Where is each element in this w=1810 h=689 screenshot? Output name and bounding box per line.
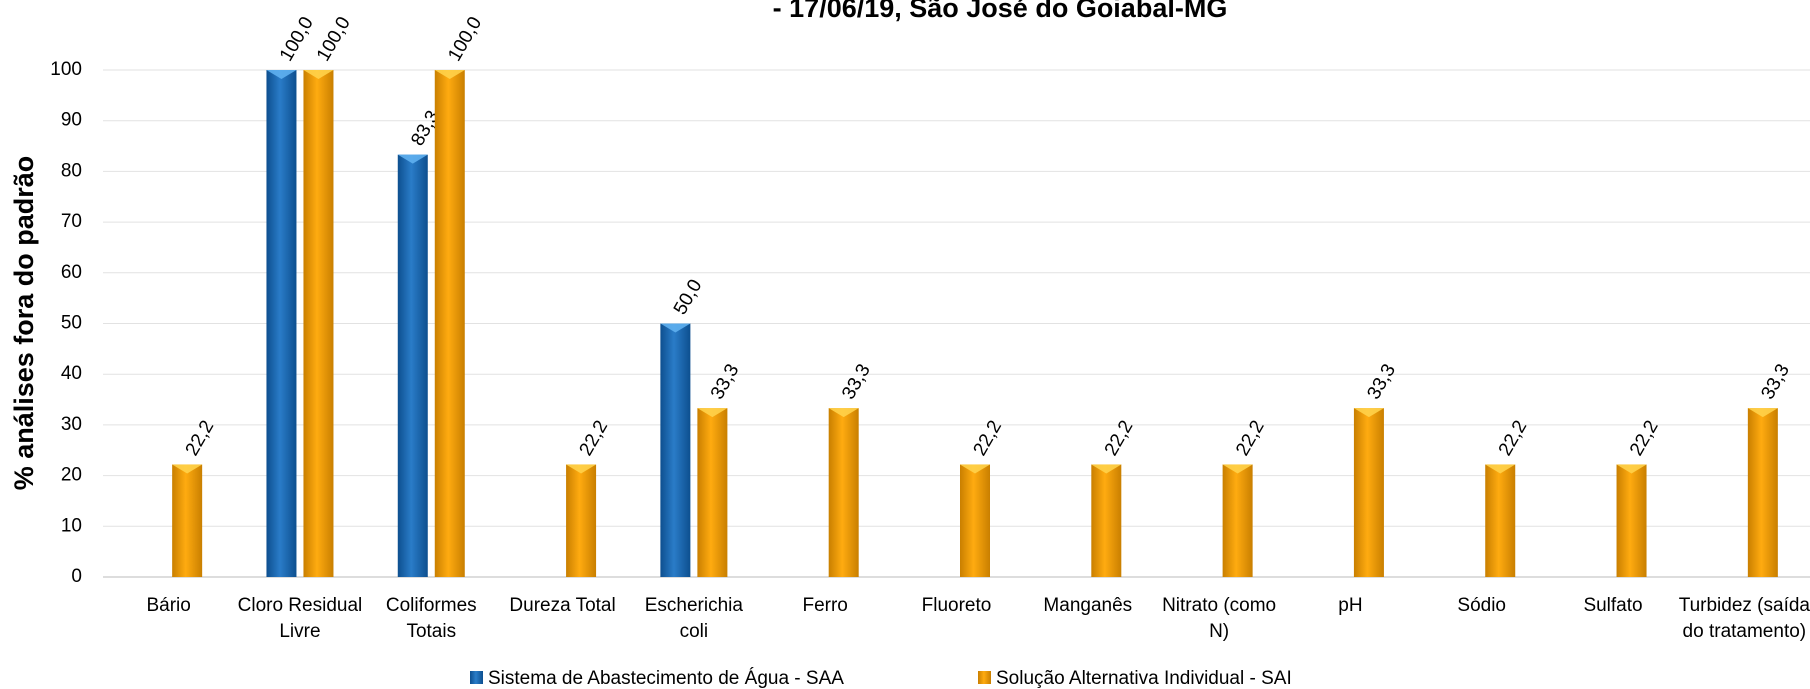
data-label: 33,3 — [838, 361, 875, 404]
data-label: 22,2 — [1232, 417, 1269, 460]
x-tick-label-box: Coliformes Totais — [385, 595, 477, 642]
x-tick-label: pH — [1338, 595, 1363, 616]
x-tick-label-box: Sulfato — [1583, 595, 1643, 616]
data-label: 100,0 — [313, 13, 355, 65]
y-tick-label: 80 — [61, 160, 82, 181]
data-label: 22,2 — [1101, 417, 1138, 460]
bar-cap — [1616, 464, 1647, 474]
legend-swatch — [978, 671, 991, 684]
x-tick-label: Dureza Total — [509, 595, 616, 616]
x-tick-label-box: Nitrato (como N) — [1162, 595, 1277, 642]
data-label: 33,3 — [1757, 361, 1794, 404]
data-label: 33,3 — [707, 361, 744, 404]
y-tick-label: 10 — [61, 515, 82, 536]
bar — [1353, 408, 1384, 577]
bar-cap — [172, 464, 203, 474]
legend-label: Sistema de Abastecimento de Água - SAA — [488, 668, 844, 689]
x-tick-label: Manganês — [1043, 595, 1133, 616]
bar — [566, 464, 597, 577]
x-tick-label-box: Bário — [146, 595, 191, 616]
legend-label: Solução Alternativa Individual - SAI — [996, 668, 1292, 689]
x-tick-label-box: pH — [1338, 595, 1363, 616]
bar-cap — [303, 70, 334, 79]
x-tick-label-box: Turbidez (saída do tratamento) — [1678, 595, 1810, 642]
bar — [1747, 408, 1778, 577]
bar — [697, 408, 728, 577]
x-tick-label-box: Escherichia coli — [644, 595, 743, 642]
y-tick-label: 100 — [50, 59, 82, 80]
y-tick-label: 0 — [71, 566, 82, 587]
data-label: 22,2 — [1495, 417, 1532, 460]
bar-cap — [1485, 464, 1516, 474]
bar-cap — [434, 70, 465, 79]
x-tick-label-box: Manganês — [1043, 595, 1133, 616]
data-label: 22,2 — [969, 417, 1006, 460]
bar-cap — [397, 154, 428, 164]
y-tick-label: 60 — [61, 262, 82, 283]
chart-title: - 17/06/19, São José do Goiabal-MG — [773, 0, 1228, 23]
bar — [172, 464, 203, 577]
x-tick-label: Sulfato — [1583, 595, 1643, 616]
bar — [1616, 464, 1647, 577]
data-label: 33,3 — [1363, 361, 1400, 404]
x-tick-label-box: Ferro — [802, 595, 848, 616]
bar-cap — [1091, 464, 1122, 474]
x-tick-label: Bário — [146, 595, 191, 616]
y-tick-label: 40 — [61, 363, 82, 384]
bar — [397, 154, 428, 577]
bar — [434, 70, 465, 577]
bar-cap — [1747, 408, 1778, 418]
x-tick-label: Escherichia coli — [644, 595, 743, 642]
data-label: 50,0 — [670, 276, 707, 319]
data-label: 22,2 — [576, 417, 613, 460]
x-tick-label-box: Fluoreto — [921, 595, 992, 616]
y-axis-label: % análises fora do padrão — [9, 156, 39, 491]
bar-cap — [697, 408, 728, 418]
x-tick-label: Coliformes Totais — [385, 595, 477, 642]
x-tick-label-box: Sódio — [1457, 595, 1507, 616]
bar-cap — [1353, 408, 1384, 418]
bar — [828, 408, 859, 577]
bar — [960, 464, 990, 577]
bar-cap — [960, 464, 990, 474]
y-tick-label: 50 — [61, 313, 82, 334]
bar-cap — [566, 464, 597, 474]
x-tick-label: Nitrato (como N) — [1162, 595, 1277, 642]
data-label: 22,2 — [1626, 417, 1663, 460]
x-tick-label-box: Cloro Residual Livre — [237, 595, 363, 642]
bar-cap — [1222, 464, 1253, 474]
bar — [303, 70, 334, 577]
bar — [1091, 464, 1122, 577]
data-label: 100,0 — [276, 13, 318, 65]
bar — [660, 323, 691, 577]
y-tick-label: 20 — [61, 465, 82, 486]
data-label: 22,2 — [182, 417, 219, 460]
x-tick-label: Turbidez (saída do tratamento) — [1678, 595, 1810, 642]
bar — [1222, 464, 1253, 577]
x-tick-label: Cloro Residual Livre — [237, 595, 363, 642]
y-tick-label: 30 — [61, 414, 82, 435]
x-tick-label: Sódio — [1457, 595, 1507, 616]
bar — [266, 70, 297, 577]
bar — [1485, 464, 1516, 577]
x-tick-label-box: Dureza Total — [509, 595, 616, 616]
legend-swatch — [470, 671, 483, 684]
data-label: 100,0 — [444, 13, 486, 65]
x-tick-label: Ferro — [802, 595, 848, 616]
bar-cap — [828, 408, 859, 418]
y-tick-label: 90 — [61, 110, 82, 131]
y-tick-label: 70 — [61, 211, 82, 232]
bar-cap — [660, 323, 691, 333]
bar-cap — [266, 70, 297, 79]
x-tick-label: Fluoreto — [921, 595, 992, 616]
